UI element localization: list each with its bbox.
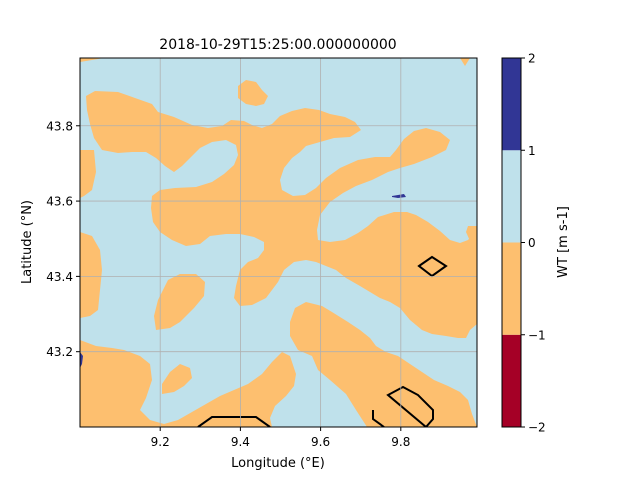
negative-region	[80, 232, 102, 318]
strong-positive-region	[80, 352, 83, 368]
plot-title: 2018-10-29T15:25:00.000000000	[159, 37, 396, 53]
colorbar-label: WT [m s-1]	[556, 206, 571, 278]
colorbar-tick-label: 0	[528, 236, 536, 250]
colorbar-tick-label: 2	[528, 52, 536, 66]
x-tick-label: 9.2	[151, 435, 170, 449]
colorbar-segments	[502, 58, 521, 427]
x-tick-label: 9.8	[391, 435, 410, 449]
colorbar-segment	[502, 150, 521, 243]
colorbar-tick-label: 1	[528, 144, 536, 158]
colorbar-tick-label: −1	[528, 328, 546, 342]
negative-region	[162, 364, 192, 394]
negative-region	[154, 274, 205, 330]
negative-region	[80, 58, 104, 62]
colorbar-tick-label: −2	[528, 421, 546, 435]
negative-region	[80, 340, 296, 427]
map-frame	[79, 57, 478, 428]
negative-region	[460, 58, 470, 66]
negative-region	[238, 80, 268, 106]
contour-line	[417, 255, 448, 278]
x-axis-label: Longitude (°E)	[231, 456, 325, 471]
y-tick-label: 43.8	[46, 119, 73, 133]
map-panel: 9.2 9.4 9.6 9.8 43.2 43.4 43.6 43.8 Longitude …	[20, 57, 478, 471]
colorbar-segment	[502, 58, 521, 151]
contour-lines	[197, 255, 448, 427]
y-axis-ticks: 43.2 43.4 43.6 43.8	[46, 119, 80, 359]
colorbar-ticks: −2 −1 0 1 2	[521, 52, 546, 435]
x-tick-label: 9.4	[231, 435, 250, 449]
strong-positive-regions	[80, 194, 406, 368]
x-axis-ticks: 9.2 9.4 9.6 9.8	[151, 427, 410, 449]
negative-region	[290, 302, 477, 427]
y-tick-label: 43.4	[46, 270, 73, 284]
contour-line	[372, 385, 434, 427]
negative-region	[80, 150, 96, 198]
colorbar: −2 −1 0 1 2 WT [m s-1]	[501, 52, 571, 435]
negative-region	[466, 226, 477, 241]
x-tick-label: 9.6	[311, 435, 330, 449]
strong-positive-region	[392, 194, 406, 198]
colorbar-segment	[502, 334, 521, 427]
grid-lines	[80, 58, 477, 427]
colorbar-segment	[502, 242, 521, 335]
y-axis-label: Latitude (°N)	[20, 200, 35, 284]
y-tick-label: 43.2	[46, 345, 73, 359]
contour-line	[197, 416, 271, 427]
y-tick-label: 43.6	[46, 195, 73, 209]
